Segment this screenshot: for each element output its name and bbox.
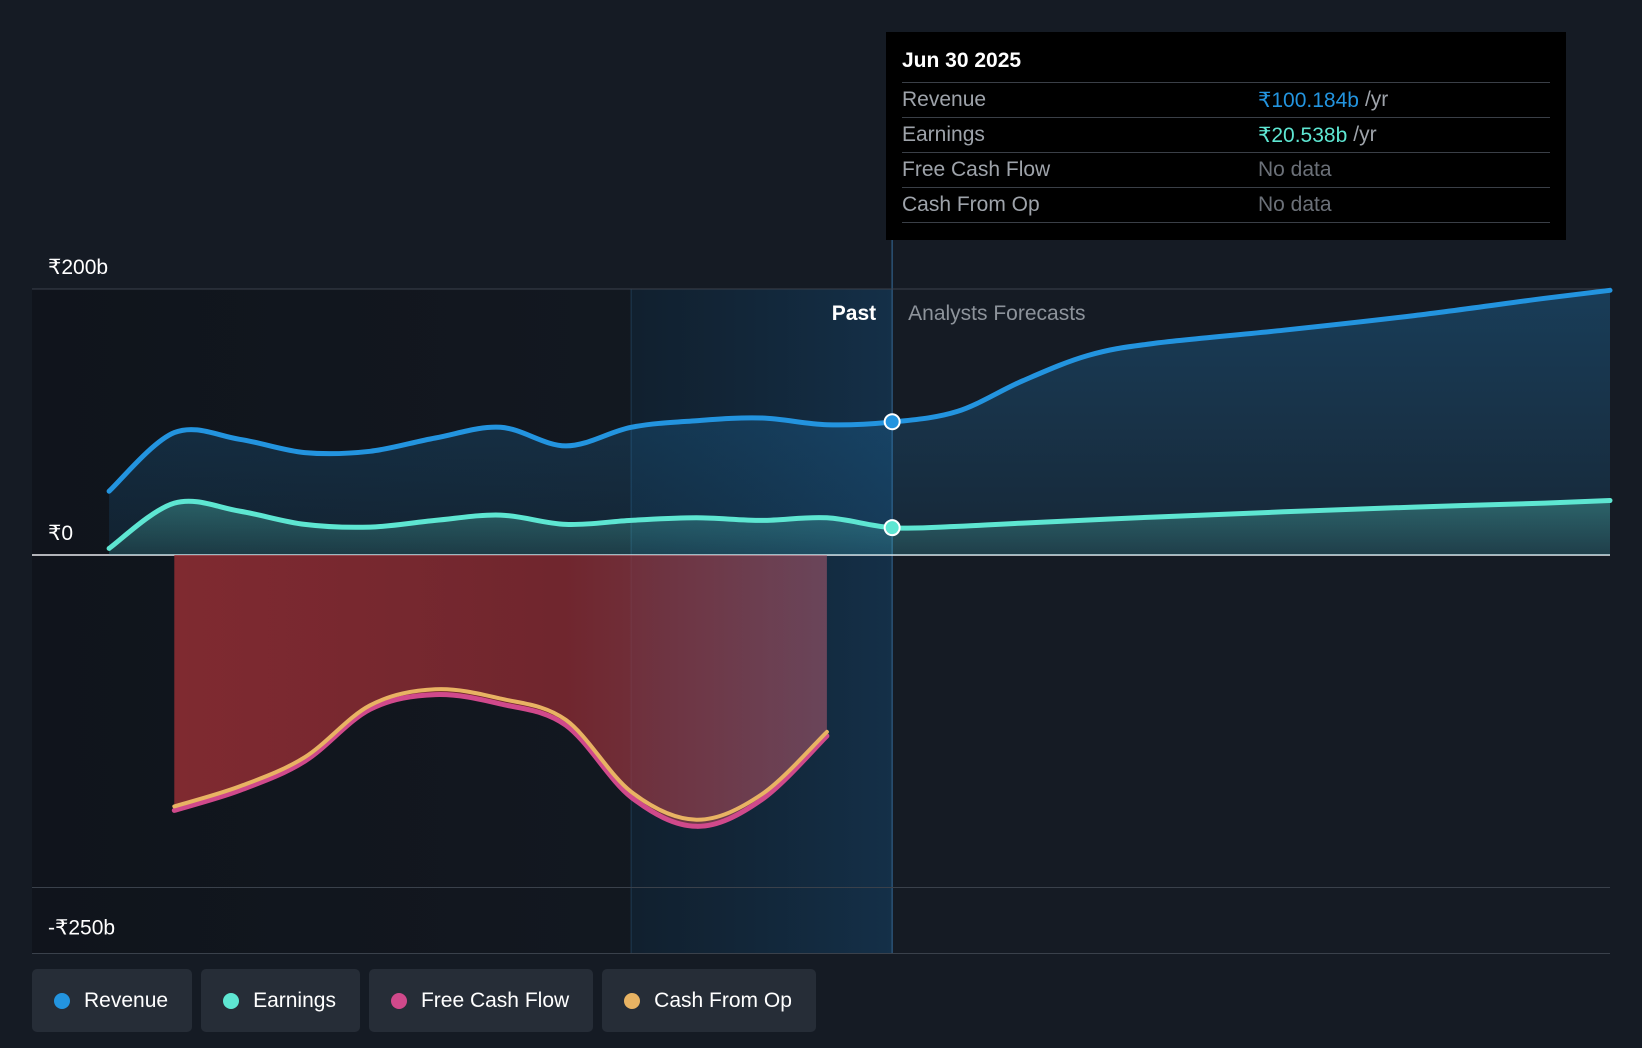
legend-dot-icon <box>54 992 70 1009</box>
legend-item-free-cash-flow[interactable]: Free Cash Flow <box>368 969 594 1032</box>
tooltip-row-earnings: Earnings ₹20.538b/yr <box>902 117 1550 152</box>
revenue-earnings-chart: ₹200b₹0-₹250b202320242025202620272028Pas… <box>32 240 1613 954</box>
earnings-line <box>106 498 1613 551</box>
revenue-area <box>109 290 1610 555</box>
tooltip-row-free-cash-flow: Free Cash Flow No data <box>902 152 1550 187</box>
y-tick-label: ₹0 <box>48 522 73 545</box>
legend-label: Free Cash Flow <box>420 988 570 1012</box>
tooltip-value: ₹100.184b <box>1258 88 1359 112</box>
tooltip-label: Revenue <box>902 88 987 111</box>
legend-dot-icon <box>223 992 240 1009</box>
free-cash-flow-line <box>171 692 830 829</box>
y-tick-label: -₹250b <box>48 917 115 940</box>
cash-from-op-line <box>172 687 829 822</box>
tooltip-label: Earnings <box>902 123 985 146</box>
legend-item-earnings[interactable]: Earnings <box>201 969 360 1032</box>
legend-label: Cash From Op <box>654 988 792 1012</box>
tooltip-value: No data <box>1258 193 1332 216</box>
tooltip-label: Cash From Op <box>902 193 1040 216</box>
legend-label: Revenue <box>84 988 169 1012</box>
forecast-label: Analysts Forecasts <box>908 302 1085 325</box>
earnings-marker <box>883 519 901 537</box>
legend-label: Earnings <box>253 988 336 1012</box>
legend-item-cash-from-op[interactable]: Cash From Op <box>602 969 816 1032</box>
tooltip-label: Free Cash Flow <box>902 158 1051 181</box>
free-cash-flow-area <box>174 555 827 827</box>
tooltip-panel: Jun 30 2025 Revenue ₹100.184b/yr Earning… <box>886 32 1566 240</box>
tooltip-value: No data <box>1258 158 1332 181</box>
y-tick-label: ₹200b <box>48 256 108 279</box>
tooltip-row-cash-from-op: Cash From Op No data <box>902 187 1550 223</box>
revenue-marker <box>883 413 901 431</box>
legend-dot-icon <box>390 992 407 1009</box>
tooltip-value: ₹20.538b <box>1258 123 1348 147</box>
revenue-line <box>106 287 1613 494</box>
tooltip-unit: /yr <box>1353 122 1377 146</box>
past-label: Past <box>832 302 876 325</box>
legend-item-revenue[interactable]: Revenue <box>32 969 193 1032</box>
chart-legend: Revenue Earnings Free Cash Flow Cash Fro… <box>32 969 816 1032</box>
legend-dot-icon <box>624 992 641 1009</box>
tooltip-row-revenue: Revenue ₹100.184b/yr <box>902 82 1550 117</box>
tooltip-date: Jun 30 2025 <box>902 49 1022 72</box>
tooltip-unit: /yr <box>1364 87 1389 111</box>
